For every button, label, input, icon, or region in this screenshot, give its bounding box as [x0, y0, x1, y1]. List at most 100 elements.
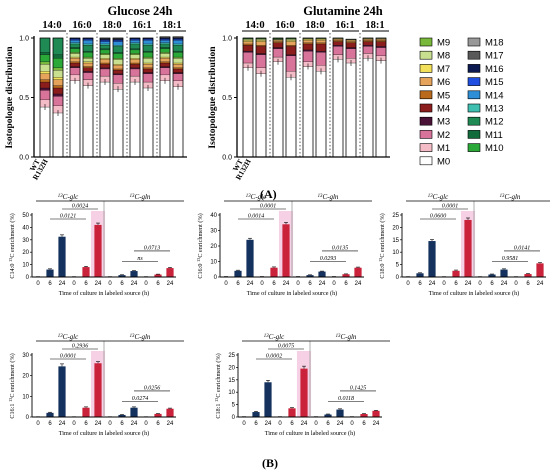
- x-tick-label-b5-1: 6: [254, 421, 258, 427]
- bar-segment-a1-4-0-M4: [159, 62, 171, 67]
- y-tick-label-b1-1: 10: [22, 263, 29, 269]
- y-tick-label-a1-2: 1.0: [19, 36, 29, 43]
- x-tick-label-b4-11: 24: [167, 421, 174, 427]
- bar-segment-a1-4-0-M6: [159, 58, 171, 62]
- x-tick-label-b5-5: 24: [301, 421, 308, 427]
- bar-segment-a1-3-1-M4: [142, 68, 154, 73]
- bar-segment-a1-4-0-M12: [159, 43, 171, 48]
- bar-b3-11: [536, 263, 544, 277]
- bar-segment-a1-3-0-M15: [129, 39, 141, 41]
- source-label-gln-text-b2: 13C-gln: [318, 193, 339, 201]
- bar-segment-a1-1-1-M4: [82, 67, 94, 72]
- pvalue-label-b1-0: 0.0024: [72, 203, 89, 210]
- bar-b2-8: [318, 271, 326, 277]
- y-axis-label-b4: C16:1 13C enrichment (%): [8, 353, 17, 418]
- bar-segment-a2-0-0-M3: [242, 50, 254, 53]
- bar-b3-7: [488, 274, 496, 277]
- bar-segment-a2-1-1-M4: [285, 46, 297, 55]
- bar-segment-a2-0-1-M7: [255, 40, 267, 42]
- pvalue-label-b2-1: 0.0014: [248, 213, 265, 220]
- x-tick-label-b1-10: 6: [156, 281, 160, 287]
- y-tick-label-b5-5: 25: [228, 353, 235, 359]
- bar-segment-a1-4-0-M14: [159, 40, 171, 43]
- bar-segment-a2-2-0-M7: [302, 39, 314, 41]
- bar-segment-a2-2-0-M2: [302, 50, 314, 62]
- bar-segment-a1-3-0-M12: [129, 43, 141, 49]
- bar-segment-a1-1-1-M11: [82, 50, 94, 53]
- bar-segment-a1-4-0-M15: [159, 39, 171, 41]
- legend-swatch-M3: [419, 116, 433, 126]
- bar-segment-a2-3-1-M3: [345, 47, 357, 49]
- x-tick-label-b4-6: 0: [108, 421, 112, 427]
- lipid-label-a2-1: 16:0: [275, 20, 294, 31]
- bar-b5-4: [288, 408, 296, 417]
- y-tick-label-b1-5: 50: [22, 213, 29, 219]
- bar-segment-a1-0-1-M0: [52, 112, 64, 158]
- bar-segment-a2-4-0-M2: [362, 46, 374, 54]
- bar-b1-11: [166, 268, 174, 277]
- bar-segment-a1-4-1-M14: [172, 40, 184, 45]
- bar-segment-a1-3-0-M10: [129, 49, 141, 54]
- bar-segment-a2-3-1-M2: [345, 48, 357, 59]
- bar-segment-a1-2-0-M14: [99, 41, 111, 45]
- x-tick-label-b3-6: 0: [478, 281, 482, 287]
- legend-swatch-M7: [419, 64, 433, 73]
- bar-segment-a2-1-0-M6: [272, 40, 284, 42]
- bar-b5-8: [336, 409, 344, 417]
- x-tick-label-b5-3: 0: [278, 421, 282, 427]
- bar-segment-a1-0-0-M6: [39, 73, 51, 80]
- bar-segment-a1-1-1-M13: [82, 43, 94, 46]
- x-tick-label-b2-2: 24: [247, 281, 254, 287]
- legend-swatch-M14: [467, 90, 481, 100]
- bar-segment-a1-3-1-M15: [142, 39, 154, 41]
- bar-segment-a2-0-1-M4: [255, 46, 267, 54]
- bar-segment-a2-0-0-M2: [242, 52, 254, 64]
- bar-segment-a2-0-0-M4: [242, 45, 254, 52]
- legend-swatch-M16: [467, 64, 481, 73]
- bar-segment-a1-2-1-M5: [112, 68, 124, 71]
- legend-label-M10: M10: [485, 143, 503, 154]
- source-label-gln-text-b3: 13C-gln: [500, 193, 521, 201]
- y-axis-label-a1: Isotopologue distribution: [5, 46, 15, 149]
- bar-segment-a2-3-1-M6: [345, 40, 357, 42]
- legend-label-M11: M11: [485, 130, 503, 141]
- bar-segment-a1-1-1-M12: [82, 45, 94, 52]
- bar-segment-a2-1-0-M5: [272, 41, 284, 43]
- source-label-glc-text-b2: 13C-glc: [246, 193, 267, 201]
- bar-segment-a1-4-1-M4: [172, 68, 184, 73]
- x-tick-label-b3-4: 6: [454, 281, 458, 287]
- bar-segment-a1-2-1-M6: [112, 65, 124, 70]
- y-tick-label-b4-0: 0: [26, 415, 30, 421]
- y-tick-label-b5-3: 15: [228, 378, 235, 384]
- bar-segment-a2-4-1-M0: [375, 60, 387, 158]
- bar-segment-a2-0-1-M8: [255, 39, 267, 41]
- x-tick-label-b5-7: 6: [326, 421, 330, 427]
- legend-label-M18: M18: [485, 38, 503, 49]
- pvalue-label-b4-3: 0.0274: [132, 395, 149, 402]
- y-axis-label-b5: C18:1 13C enrichment (%): [214, 353, 223, 418]
- bar-segment-a1-3-0-M7: [129, 58, 141, 60]
- legend-label-M13: M13: [485, 104, 503, 115]
- bar-segment-a1-1-1-M15: [82, 39, 94, 41]
- bar-b1-4: [82, 267, 90, 277]
- bar-segment-a1-3-0-M8: [129, 54, 141, 59]
- bar-segment-a1-0-0-M9: [39, 61, 51, 65]
- legend-label-M1: M1: [437, 143, 450, 154]
- bar-segment-a2-3-0-M2: [332, 46, 344, 55]
- x-tick-label-b2-10: 6: [344, 281, 348, 287]
- x-tick-label-b1-9: 0: [144, 281, 148, 287]
- bar-segment-a1-4-0-M3: [159, 66, 171, 68]
- bar-segment-a1-4-0-M16: [159, 37, 171, 40]
- bar-b5-1: [252, 412, 260, 417]
- legend-swatch-M10: [467, 143, 481, 152]
- legend-swatch-M0: [419, 156, 433, 166]
- bar-segment-a1-1-1-M7: [82, 61, 94, 64]
- bar-segment-a1-1-1-M3: [82, 71, 94, 73]
- legend-swatch-M17: [467, 50, 481, 60]
- bar-segment-a1-2-0-M12: [99, 45, 111, 49]
- bar-segment-a2-4-1-M3: [375, 46, 387, 48]
- bar-b2-7: [306, 275, 314, 277]
- y-tick-label-b5-0: 0: [232, 415, 236, 421]
- bar-segment-a1-3-1-M5: [142, 67, 154, 70]
- bar-segment-a2-0-0-M7: [242, 40, 254, 42]
